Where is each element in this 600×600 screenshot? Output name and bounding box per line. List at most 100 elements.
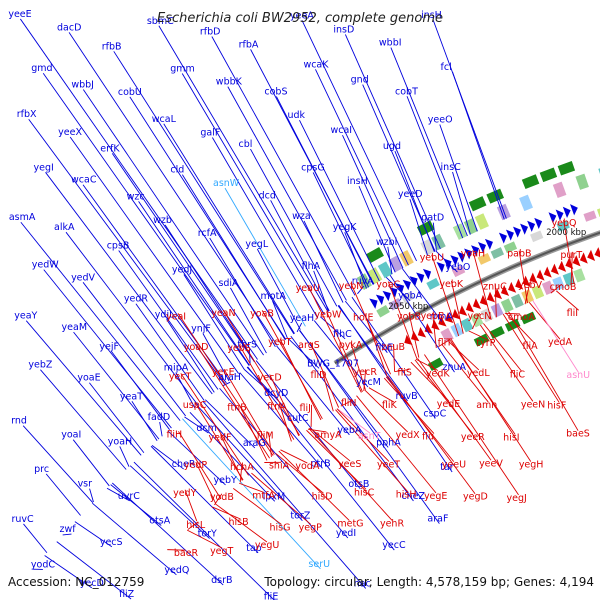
gene-label: yeeD — [398, 189, 423, 200]
gene-leader-line — [167, 549, 186, 551]
forward-cds-arrow — [477, 242, 487, 253]
gene-leader-line — [45, 473, 81, 516]
gene-leader-line — [504, 312, 520, 315]
feature-dash — [416, 220, 435, 237]
gene-leader-line — [432, 222, 437, 251]
gene-leader-line — [133, 461, 275, 600]
gene-label: yoaB — [250, 308, 274, 319]
gene-leader-line — [389, 274, 455, 373]
gene-leader-line — [184, 416, 209, 434]
gene-label: ruvB — [396, 391, 418, 402]
gene-label: hisD — [312, 491, 333, 502]
gene-label: fliT — [438, 338, 453, 349]
gene-label: cpsG — [301, 162, 325, 173]
feature-block — [477, 252, 492, 265]
gene-leader-line — [224, 187, 306, 327]
gene-label: yegI — [34, 162, 54, 173]
gene-leader-line — [106, 487, 130, 502]
gene-label: fadD — [148, 412, 171, 423]
reverse-cds-arrow — [479, 294, 489, 306]
gene-label: yeeO — [428, 115, 453, 126]
gene-leader-line — [232, 487, 282, 525]
gene-label: yedJ — [172, 265, 192, 276]
gene-leader-line — [239, 482, 265, 493]
gene-label: shiA — [269, 460, 290, 471]
feature-block — [519, 194, 533, 212]
gene-label: wzbl — [376, 237, 397, 248]
gene-leader-line — [272, 300, 288, 339]
gene-label: gmm — [170, 63, 195, 74]
gene-label: yecR — [354, 367, 378, 378]
gene-label: vsr — [78, 479, 93, 490]
gene-leader-line — [250, 148, 338, 307]
gene-leader-line — [45, 172, 213, 395]
gene-leader-line — [166, 319, 215, 393]
feature-block — [503, 241, 518, 254]
gene-leader-line — [178, 431, 222, 500]
accession-text: Accession: NC_012759 — [8, 575, 144, 589]
gene-leader-line — [223, 368, 275, 455]
forward-cds-arrow — [498, 232, 507, 244]
gene-leader-line — [82, 282, 186, 417]
gene-leader-line — [279, 339, 322, 421]
gene-label: yebO — [445, 262, 470, 273]
reverse-cds-arrow — [536, 269, 545, 281]
gene-leader-line — [238, 404, 268, 461]
gene-label: nac — [354, 578, 371, 589]
gene-label: fliI — [567, 308, 578, 319]
gene-leader-line — [111, 153, 255, 363]
gene-label: fliE — [264, 592, 279, 600]
gene-label: yegH — [519, 460, 544, 471]
reverse-cds-arrow — [472, 298, 482, 310]
gene-label: insD — [333, 24, 354, 35]
feature-block — [556, 220, 570, 232]
gene-label: znuB — [381, 342, 405, 353]
gene-leader-line — [550, 283, 562, 294]
gene-leader-line — [528, 302, 561, 340]
kbp-tick-label: 2000 kbp — [546, 228, 586, 238]
gene-label: yeeA — [290, 10, 314, 21]
gene-leader-line — [313, 320, 369, 388]
gene-label: purT — [560, 250, 582, 261]
gene-leader-line — [344, 34, 441, 250]
gene-leader-line — [194, 401, 244, 481]
gene-leader-line — [350, 342, 366, 391]
forward-cds-arrow — [534, 217, 543, 229]
reverse-cds-arrow — [558, 260, 567, 272]
gene-label: hchA — [230, 462, 254, 473]
gene-leader-line — [532, 300, 579, 373]
gene-leader-line — [270, 200, 330, 312]
feature-dash — [468, 196, 487, 212]
gene-leader-line — [230, 287, 267, 354]
gene-leader-line — [350, 282, 391, 375]
gene-label: flhC — [333, 329, 352, 340]
gene-leader-line — [393, 343, 396, 372]
gene-leader-line — [340, 399, 354, 407]
feature-block — [451, 265, 466, 278]
gene-leader-line — [450, 280, 464, 334]
gene-label: holE — [353, 312, 373, 323]
gene-label: uvrC — [118, 491, 141, 502]
gene-leader-line — [452, 71, 505, 220]
forward-cds-arrow — [416, 272, 425, 284]
gene-leader-line — [222, 309, 300, 436]
gene-label: cmoA — [508, 312, 535, 323]
forward-cds-arrow — [548, 212, 557, 224]
gene-leader-line — [182, 418, 321, 570]
reverse-cds-arrow — [543, 266, 552, 278]
gene-leader-line — [195, 461, 217, 504]
gene-leader-line — [239, 372, 323, 469]
gene-leader-line — [336, 408, 371, 434]
gene-label: yegL — [245, 239, 268, 250]
feature-block — [480, 307, 494, 323]
gene-label: yeaY — [14, 311, 37, 322]
gene-label: yedP — [184, 460, 207, 471]
gene-label: yecM — [356, 377, 381, 388]
gene-label: yegE — [424, 491, 448, 502]
forward-cds-arrow — [436, 261, 445, 273]
feature-block — [398, 250, 414, 267]
gene-label: asnU — [566, 370, 590, 381]
gene-label: sbmC — [147, 16, 174, 27]
gene-label: yeaH — [290, 313, 314, 324]
